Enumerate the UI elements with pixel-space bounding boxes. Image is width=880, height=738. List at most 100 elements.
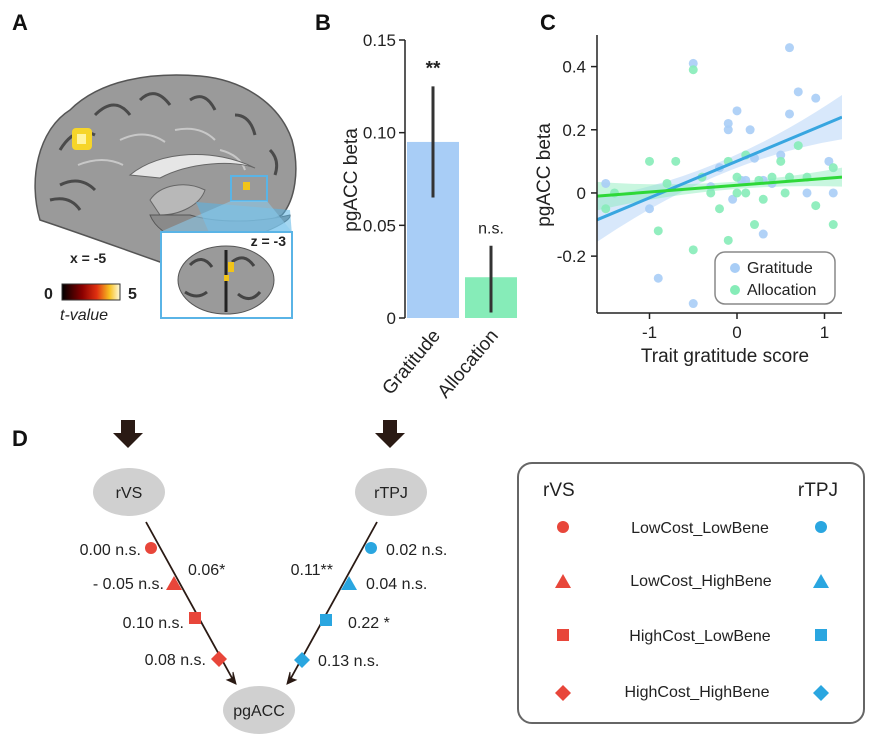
scatter-chart: -0.2 0 0.2 0.4 -1 0 1 pgACC beta Trait gratit… bbox=[534, 35, 842, 367]
scatter-point-gratitude bbox=[811, 93, 821, 103]
scatter-point-allocation bbox=[653, 226, 663, 236]
scatter-xtick-label: 1 bbox=[820, 323, 829, 342]
scatter-point-allocation bbox=[828, 220, 838, 230]
rvs-lowcost-lowbene-marker bbox=[145, 542, 157, 554]
bar-ytick-label: 0.10 bbox=[363, 124, 396, 143]
scatter-point-gratitude bbox=[728, 194, 738, 204]
rvs-coef-total: 0.06* bbox=[188, 562, 225, 579]
square-icon bbox=[815, 629, 827, 641]
scatter-point-gratitude bbox=[745, 125, 755, 135]
scatter-point-allocation bbox=[793, 141, 803, 151]
rtpj-lowcost-lowbene-marker bbox=[365, 542, 377, 554]
legend-item-4: HighCost_HighBene bbox=[625, 684, 770, 701]
colorbar bbox=[61, 283, 121, 301]
panel-b-label: B bbox=[315, 10, 331, 35]
diamond-icon bbox=[813, 685, 829, 701]
bar-category-label: Allocation bbox=[434, 326, 503, 403]
scatter-ytick-label: -0.2 bbox=[557, 247, 586, 266]
rtpj-coef-4: 0.13 n.s. bbox=[318, 653, 379, 670]
scatter-point-gratitude bbox=[688, 299, 698, 309]
rtpj-coef-total: 0.11** bbox=[291, 562, 333, 579]
scatter-point-gratitude bbox=[824, 156, 834, 166]
panel-d-label: D bbox=[12, 426, 28, 451]
scatter-point-allocation bbox=[750, 220, 759, 230]
scatter-point-gratitude bbox=[723, 118, 733, 128]
arrowhead-right-icon bbox=[286, 671, 298, 685]
scatter-point-allocation bbox=[828, 163, 838, 173]
legend-header-rvs: rVS bbox=[543, 480, 575, 501]
legend-item-1: LowCost_LowBene bbox=[631, 520, 769, 537]
scatter-point-gratitude bbox=[758, 229, 768, 239]
rtpj-lowcost-highbene-marker bbox=[341, 576, 357, 590]
scatter-point-gratitude bbox=[776, 150, 786, 160]
scatter-point-gratitude bbox=[785, 109, 794, 119]
scatter-point-allocation bbox=[671, 156, 681, 166]
legend-header-rtpj: rTPJ bbox=[798, 480, 838, 501]
rvs-coef-4: 0.08 n.s. bbox=[145, 652, 206, 669]
scatter-point-allocation bbox=[732, 188, 742, 198]
square-icon bbox=[557, 629, 569, 641]
legend-allocation-label: Allocation bbox=[747, 282, 816, 299]
legend-item-2: LowCost_HighBene bbox=[630, 573, 772, 590]
node-rvs-label: rVS bbox=[116, 485, 143, 502]
scatter-point-allocation bbox=[811, 201, 821, 211]
scatter-legend: Gratitude Allocation bbox=[714, 251, 836, 305]
scatter-point-gratitude bbox=[653, 273, 663, 283]
node-rtpj-label: rTPJ bbox=[374, 485, 408, 502]
bar-chart: 00.050.100.15 **n.s. GratitudeAllocation… bbox=[341, 31, 517, 402]
rvs-lowcost-highbene-marker bbox=[166, 576, 182, 590]
bar-ytick-label: 0 bbox=[387, 309, 396, 328]
bar-ytick-label: 0.05 bbox=[363, 216, 396, 235]
scatter-point-gratitude bbox=[741, 175, 751, 185]
rtpj-highcost-highbene-marker bbox=[294, 652, 310, 668]
bar-annotation-allocation: n.s. bbox=[478, 221, 504, 238]
condition-legend: rVS rTPJ LowCost_LowBene LowCost_HighBen… bbox=[517, 462, 865, 724]
scatter-point-allocation bbox=[785, 172, 794, 182]
bar-annotation-gratitude: ** bbox=[426, 58, 441, 79]
triangle-icon bbox=[813, 574, 829, 588]
scatter-point-allocation bbox=[758, 194, 768, 204]
mediation-diagram: rVS rTPJ pgACC 0.00 n.s. - 0.05 n.s. 0.1… bbox=[80, 420, 447, 734]
rvs-coef-2: - 0.05 n.s. bbox=[93, 576, 164, 593]
legend-gratitude-marker bbox=[730, 263, 740, 273]
scatter-point-allocation bbox=[601, 204, 611, 214]
scatter-point-gratitude bbox=[785, 43, 794, 53]
scatter-point-allocation bbox=[645, 156, 654, 166]
scatter-point-gratitude bbox=[828, 188, 838, 198]
node-rtpj bbox=[355, 468, 427, 516]
circle-icon bbox=[815, 521, 827, 533]
path-rvs-pgacc bbox=[145, 521, 233, 679]
rtpj-coef-1: 0.02 n.s. bbox=[386, 542, 447, 559]
triangle-icon bbox=[555, 574, 571, 588]
confidence-band-allocation bbox=[597, 167, 842, 211]
scatter-ytick-label: 0.4 bbox=[562, 58, 586, 77]
scatter-point-allocation bbox=[715, 204, 724, 214]
node-pgacc bbox=[223, 686, 295, 734]
brain-axial-inset bbox=[160, 201, 293, 319]
colorbar-label: t-value bbox=[60, 307, 108, 324]
scatter-point-allocation bbox=[688, 245, 698, 255]
scatter-point-gratitude bbox=[645, 204, 654, 214]
rtpj-highcost-lowbene-marker bbox=[320, 614, 332, 626]
scatter-point-allocation bbox=[780, 188, 790, 198]
scatter-point-gratitude bbox=[793, 87, 803, 97]
fit-line-allocation bbox=[597, 175, 842, 198]
scatter-point-gratitude bbox=[601, 178, 611, 188]
scatter-xtick-label: 0 bbox=[732, 323, 741, 342]
slice-x-label: x = -5 bbox=[70, 250, 106, 266]
scatter-point-gratitude bbox=[688, 58, 698, 68]
rtpj-coef-2: 0.04 n.s. bbox=[366, 576, 427, 593]
panel-a-label: A bbox=[12, 10, 28, 35]
node-pgacc-label: pgACC bbox=[233, 703, 285, 720]
scatter-point-allocation bbox=[706, 188, 716, 198]
scatter-point-allocation bbox=[741, 188, 751, 198]
fit-line-gratitude bbox=[597, 115, 842, 222]
colorbar-min: 0 bbox=[44, 286, 53, 303]
slice-z-label: z = -3 bbox=[251, 233, 287, 249]
bar-y-axis-title: pgACC beta bbox=[341, 128, 362, 232]
scatter-point-gratitude bbox=[802, 188, 812, 198]
scatter-x-axis-title: Trait gratitude score bbox=[641, 346, 809, 367]
circle-icon bbox=[557, 521, 569, 533]
arrowhead-left-icon bbox=[225, 671, 237, 685]
